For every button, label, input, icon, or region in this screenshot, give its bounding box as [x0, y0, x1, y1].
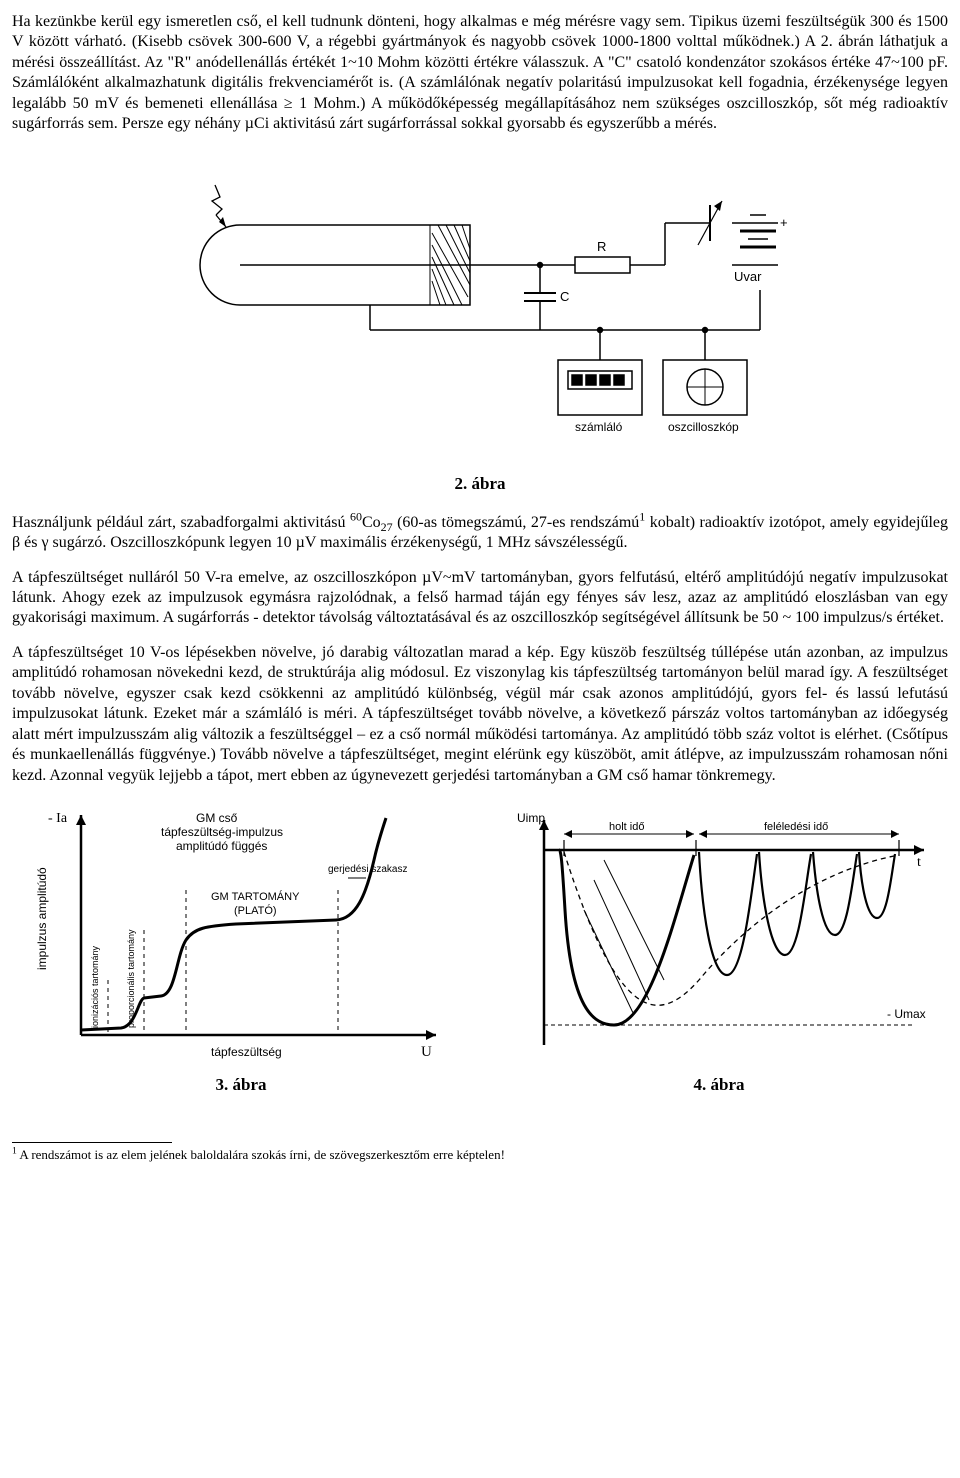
figure-4-svg: Uimp t holt idő feléledési idő - Umax — [499, 800, 939, 1070]
paragraph-4: A tápfeszültséget 10 V-os lépésekben növ… — [12, 643, 948, 786]
label-R: R — [597, 239, 606, 254]
label-uvar: Uvar — [734, 269, 762, 284]
fig3-gm1: GM TARTOMÁNY — [211, 890, 300, 903]
fig3-zone2: proporcionális tartomány — [126, 929, 136, 1028]
fig3-U: U — [421, 1044, 432, 1060]
fig4-t: t — [917, 855, 921, 870]
paragraph-2: Használjunk például zárt, szabadforgalmi… — [12, 513, 948, 554]
footnote-separator — [12, 1142, 172, 1143]
fig3-ia: - Ia — [48, 811, 68, 826]
label-scope: oszcilloszkóp — [668, 420, 739, 434]
figure-4-caption: 4. ábra — [490, 1074, 948, 1096]
fig3-title3: amplitúdó függés — [176, 839, 267, 853]
fig3-zone1: ionizációs tartomány — [90, 946, 100, 1029]
figure-3: GM cső tápfeszültség-impulzus amplitúdó … — [12, 800, 470, 1114]
paragraph-3: A tápfeszültséget nulláról 50 V-ra emelv… — [12, 568, 948, 629]
fig3-title1: GM cső — [196, 811, 238, 825]
fig3-gm2: (PLATÓ) — [234, 904, 277, 917]
footnote-text: A rendszámot is az elem jelének baloldal… — [17, 1147, 505, 1162]
figure-4: Uimp t holt idő feléledési idő - Umax — [490, 800, 948, 1114]
fig3-title2: tápfeszültség-impulzus — [161, 825, 283, 839]
fig4-recovery: feléledési idő — [764, 821, 828, 833]
fig4-dead: holt idő — [609, 821, 644, 833]
fig4-uimp: Uimp — [517, 811, 545, 825]
isotope-mass: 60 — [350, 509, 362, 523]
figure-2: R + Uvar C — [12, 165, 948, 455]
label-counter: számláló — [575, 420, 623, 434]
figure-2-svg: R + Uvar C — [120, 165, 840, 455]
footnote-1: 1 A rendszámot is az elem jelének balold… — [12, 1147, 948, 1164]
figure-3-svg: GM cső tápfeszültség-impulzus amplitúdó … — [26, 800, 456, 1070]
p2-mid: (60-as tömegszámú, 27-es rendszámú — [393, 514, 640, 531]
figure-2-caption: 2. ábra — [12, 473, 948, 495]
label-plus: + — [780, 215, 788, 230]
figure-3-caption: 3. ábra — [12, 1074, 470, 1096]
paragraph-1: Ha kezünkbe kerül egy ismeretlen cső, el… — [12, 12, 948, 135]
isotope-symbol: Co — [362, 514, 381, 531]
fig3-right: gerjedési szakasz — [328, 864, 407, 875]
isotope-z: 27 — [381, 520, 393, 534]
fig4-umax: - Umax — [887, 1007, 926, 1021]
label-C: C — [560, 289, 569, 304]
fig3-xaxis: tápfeszültség — [211, 1045, 282, 1059]
fig3-yaxis: impulzus amplitúdó — [35, 867, 49, 970]
p2-pre: Használjunk például zárt, szabadforgalmi… — [12, 514, 350, 531]
figures-3-4-row: GM cső tápfeszültség-impulzus amplitúdó … — [12, 800, 948, 1114]
